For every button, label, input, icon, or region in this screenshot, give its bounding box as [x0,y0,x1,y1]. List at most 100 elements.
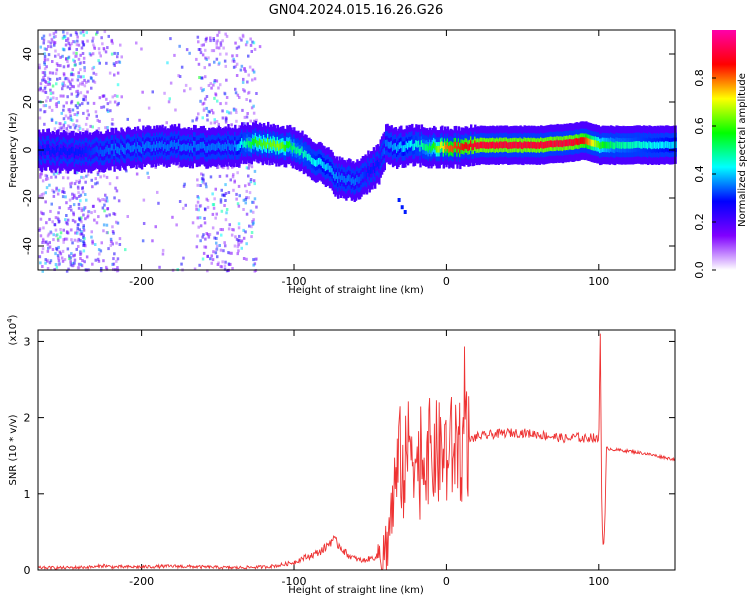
spectrogram-noise-cell [213,236,216,240]
spectrogram-noise-cell [77,187,80,191]
spectrogram-ridge-cell [227,139,230,147]
spectrogram-ridge-cell [208,143,211,151]
spectrogram-noise-cell [167,100,171,104]
spectrogram-noise-cell [74,231,77,235]
spectrogram-noise-cell [223,264,227,268]
spectrogram-ridge-cell [109,147,112,155]
spectrogram-noise-cell [213,118,216,122]
spectrogram-noise-cell [75,48,78,51]
spectrogram-x-tick-label: -200 [129,275,154,288]
spectrogram-ridge-cell [160,142,163,149]
spectrogram-noise-cell [212,38,216,42]
spectrogram-noise-cell [42,41,45,45]
spectrogram-ridge-cell [120,143,123,151]
spectrogram-noise-cell [90,235,93,239]
spectrogram-noise-cell [92,43,95,47]
spectrogram-noise-cell [244,230,247,234]
spectrogram-noise-cell [204,75,207,79]
spectrogram-noise-cell [204,56,207,60]
spectrogram-ridge-cell [253,139,256,146]
spectrogram-noise-cell [82,75,85,79]
spectrogram-noise-cell [209,39,212,43]
spectrogram-noise-cell [72,213,75,217]
spectrogram-noise-cell [61,82,64,86]
spectrogram-ridge-cell [182,144,185,151]
spectrogram-noise-cell [39,82,43,86]
spectrogram-noise-cell [92,65,96,69]
spectrogram-noise-cell [232,173,235,177]
spectrogram-noise-cell [82,228,86,232]
spectrogram-ridge-cell [630,141,633,149]
spectrogram-noise-cell [75,124,78,128]
spectrogram-noise-cell [118,60,122,64]
spectrogram-ridge-cell [38,145,41,153]
spectrogram-noise-cell [251,40,254,44]
spectrogram-ridge-cell [420,140,424,147]
spectrogram-noise-cell [81,240,85,244]
spectrogram-noise-cell [198,216,202,220]
spectrogram-noise-cell [87,210,90,214]
spectrogram-noise-cell [58,250,62,254]
spectrogram-ridge-cell [372,163,376,170]
spectrogram-noise-cell [105,223,109,227]
spectrogram-ridge-cell [538,142,541,149]
spectrogram-noise-cell [223,92,227,96]
spectrogram-noise-cell [69,263,73,267]
spectrogram-noise-cell [43,86,47,90]
spectrogram-noise-cell [77,202,81,206]
snr-panel: -200 -100 0 100 0 1 2 3 Height of straight line… [6,314,676,596]
spectrogram-noise-cell [212,83,215,87]
spectrogram-ridge-cell [327,163,330,170]
spectrogram-ridge-cell [655,142,658,149]
spectrogram-noise-cell [76,94,79,98]
spectrogram-noise-cell [101,42,104,46]
spectrogram-noise-cell [72,211,75,215]
spectrogram-noise-cell [92,79,95,83]
spectrogram-noise-cell [75,113,79,117]
spectrogram-ridge-cell [271,142,274,150]
snr-x-tick-label: 0 [443,575,450,588]
spectrogram-noise-cell [85,80,88,84]
spectrogram-noise-cell [79,262,83,266]
spectrogram-noise-cell [230,233,234,237]
spectrogram-ridge-cell [460,143,463,150]
spectrogram-ridge-cell [659,141,662,149]
spectrogram-noise-cell [147,106,151,110]
spectrogram-noise-cell [55,186,58,190]
spectrogram-noise-cell [55,68,59,72]
spectrogram-noise-cell [59,235,62,239]
spectrogram-noise-cell [200,172,203,176]
spectrogram-ridge-cell [423,143,426,151]
spectrogram-noise-cell [224,244,227,248]
spectrogram-noise-cell [74,104,78,108]
spectrogram-noise-cell [43,52,46,56]
spectrogram-noise-cell [234,235,237,239]
spectrogram-ridge-cell [623,142,626,149]
spectrogram-noise-cell [110,39,113,43]
spectrogram-noise-cell [55,105,58,109]
spectrogram-noise-cell [240,38,243,42]
spectrogram-noise-cell [71,68,74,72]
spectrogram-noise-cell [71,192,74,196]
spectrogram-ridge-cell [289,140,292,148]
spectrogram-noise-cell [237,204,241,208]
spectrogram-noise-cell [96,172,100,176]
spectrogram-ridge-cell [572,139,576,146]
spectrogram-noise-cell [80,175,83,179]
spectrogram-noise-cell [224,118,228,122]
spectrogram-ridge-cell [487,142,491,150]
spectrogram-ridge-cell [95,145,98,153]
spectrogram-noise-cell [185,48,189,52]
spectrogram-ridge-cell [194,141,197,148]
spectrogram-noise-cell [73,253,76,257]
spectrogram-noise-cell [245,196,248,200]
spectrogram-noise-cell [78,228,81,232]
spectrogram-noise-cell [240,246,243,250]
spectrogram-ridge-cell [448,146,451,153]
spectrogram-ridge-cell [68,148,71,156]
spectrogram-noise-cell [70,252,73,256]
spectrogram-ridge-cell [501,141,504,149]
spectrogram-ridge-cell [283,144,286,152]
spectrogram-noise-cell [54,30,58,34]
spectrogram-noise-cell [202,251,206,255]
